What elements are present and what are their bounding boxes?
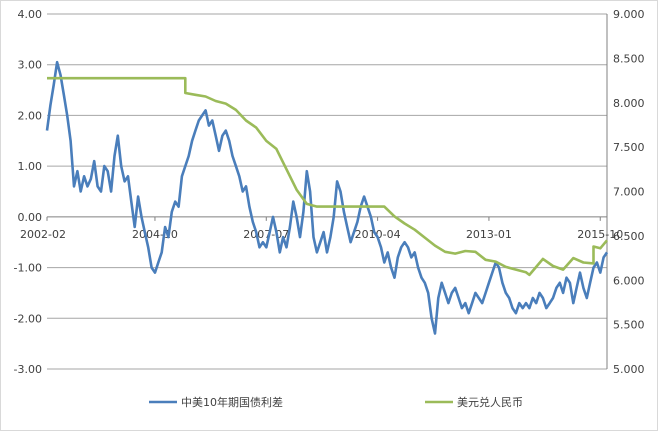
left-axis-tick-label: 4.00 — [18, 8, 43, 21]
right-axis-tick-label: 6.000 — [613, 274, 645, 287]
x-axis-tick-label: 2010-04 — [355, 228, 401, 241]
right-axis-tick-label: 6.500 — [613, 230, 645, 243]
series-line-yield-spread — [45, 60, 609, 335]
left-axis-tick-label: -3.00 — [14, 363, 42, 376]
series-line-usd-cny — [47, 76, 608, 277]
legend-label: 中美10年期国债利差 — [181, 395, 283, 409]
x-axis-tick-label: 2013-01 — [466, 228, 512, 241]
right-axis-tick-label: 7.000 — [613, 186, 645, 199]
legend-label: 美元兑人民币 — [457, 395, 523, 409]
right-axis-tick-label: 9.000 — [613, 8, 645, 21]
x-axis-tick-label: 2004-10 — [132, 228, 178, 241]
x-axis-tick-label: 2015-10 — [577, 228, 623, 241]
x-axis-tick-label: 2002-02 — [20, 228, 66, 241]
left-axis-tick-label: 1.00 — [18, 160, 43, 173]
right-axis-tick-label: 5.000 — [613, 363, 645, 376]
left-axis-tick-labels: 4.00 3.00 2.00 1.00 0.00 -1.00 -2.00 -3.00 — [14, 8, 42, 376]
left-axis-tick-label: -1.00 — [14, 262, 42, 275]
left-axis-tick-label: 2.00 — [18, 109, 43, 122]
left-axis-tick-label: 3.00 — [18, 59, 43, 72]
legend: 中美10年期国债利差 美元兑人民币 — [149, 395, 523, 409]
right-axis-tick-label: 7.500 — [613, 141, 645, 154]
left-axis-tick-label: -2.00 — [14, 312, 42, 325]
right-axis-tick-labels: 9.000 8.500 8.000 7.500 7.000 6.500 6.000 5.500… — [613, 8, 645, 376]
right-axis-tick-label: 8.500 — [613, 52, 645, 65]
right-axis-tick-label: 5.500 — [613, 319, 645, 332]
left-axis-tick-label: 0.00 — [18, 211, 43, 224]
right-axis-tick-label: 8.000 — [613, 97, 645, 110]
series-lines — [45, 60, 609, 335]
